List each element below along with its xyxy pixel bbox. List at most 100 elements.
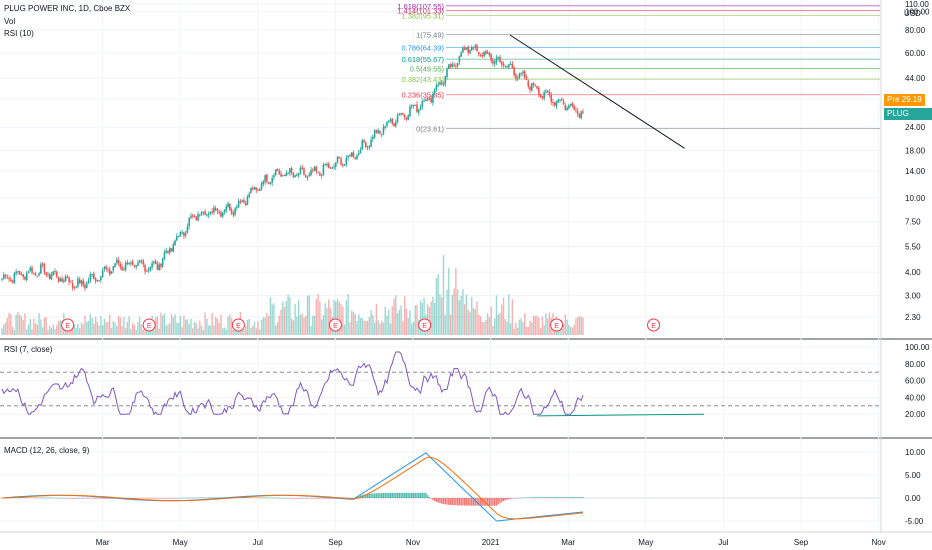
- rsi-tick-label: 100.00: [905, 343, 930, 352]
- macd-histogram-bar: [139, 498, 141, 499]
- volume-bar: [529, 320, 531, 335]
- candle-body: [257, 189, 259, 191]
- macd-histogram-bar: [400, 492, 402, 498]
- volume-bar: [377, 320, 379, 335]
- macd-histogram-bar: [497, 498, 499, 505]
- candle-body: [384, 126, 387, 128]
- volume-bar: [375, 303, 378, 335]
- price-tick-label: 4.00: [905, 268, 921, 277]
- trendline[interactable]: [509, 34, 685, 149]
- volume-bar: [269, 297, 272, 335]
- macd-histogram-bar: [444, 498, 446, 505]
- candle-body: [425, 99, 427, 101]
- candle-body: [463, 47, 466, 50]
- volume-bar: [131, 322, 134, 335]
- macd-histogram-bar: [536, 497, 538, 498]
- volume-bar: [571, 327, 574, 335]
- macd-histogram-bar: [384, 493, 386, 498]
- candle-body: [13, 273, 16, 283]
- volume-bar: [223, 327, 226, 335]
- candle-body: [569, 103, 572, 106]
- macd-histogram-bar: [388, 492, 390, 498]
- volume-bar: [386, 315, 388, 335]
- candle-body: [260, 183, 263, 189]
- candle-body: [269, 182, 272, 185]
- macd-histogram-bar: [204, 497, 206, 499]
- candle-body: [345, 157, 348, 165]
- rsi-pane: [0, 351, 880, 417]
- volume-bar: [448, 267, 450, 335]
- candle-body: [387, 120, 390, 122]
- candle-body: [170, 248, 173, 252]
- volume-bar: [57, 321, 60, 335]
- macd-histogram-bar: [63, 497, 65, 499]
- volume-bar: [225, 329, 227, 335]
- macd-histogram-bar: [186, 497, 189, 499]
- candle-body: [216, 209, 219, 212]
- volume-bar: [379, 323, 381, 335]
- candle-body: [453, 64, 455, 66]
- macd-histogram-bar: [211, 497, 213, 498]
- volume-bar: [84, 315, 86, 335]
- candle-body: [57, 276, 60, 282]
- candle-body: [160, 263, 162, 267]
- candle-body: [11, 280, 14, 283]
- volume-bar: [220, 314, 222, 335]
- volume-bar: [227, 316, 229, 335]
- signal-line: [1, 456, 584, 520]
- macd-histogram-bar: [184, 497, 187, 499]
- earnings-marker: [418, 318, 432, 332]
- volume-bar: [202, 329, 205, 335]
- candle-body: [221, 212, 224, 217]
- candle-body: [140, 260, 143, 262]
- volume-bar: [546, 318, 549, 335]
- volume-bar: [250, 327, 252, 335]
- macd-histogram-bar: [45, 497, 47, 499]
- macd-histogram-bar: [548, 497, 551, 498]
- candle-body: [41, 263, 44, 265]
- candle-body: [292, 173, 295, 178]
- macd-histogram-bar: [577, 497, 579, 498]
- candle-body: [566, 108, 568, 110]
- candle-body: [423, 100, 425, 102]
- volume-bar: [11, 326, 14, 335]
- candle-body: [347, 155, 349, 158]
- volume-bar: [359, 317, 362, 335]
- candle-body: [370, 139, 372, 147]
- candle-body: [472, 47, 475, 49]
- volume-bar: [347, 293, 349, 335]
- volume-bar: [290, 318, 293, 335]
- volume-bar: [218, 322, 220, 335]
- volume-bar: [17, 312, 19, 335]
- macd-histogram-bar: [460, 498, 462, 506]
- earnings-marker-label: E: [236, 323, 241, 330]
- macd-histogram-bar: [93, 498, 95, 499]
- candle-body: [523, 71, 526, 78]
- macd-histogram-bar: [197, 497, 199, 499]
- candle-body: [123, 269, 125, 271]
- candle-body: [310, 170, 312, 176]
- macd-histogram-bar: [395, 492, 397, 498]
- volume-bar: [183, 315, 185, 335]
- time-tick-label: Sep: [794, 538, 809, 547]
- macd-histogram-bar: [320, 498, 323, 499]
- macd-histogram-bar: [373, 493, 376, 498]
- candle-body: [167, 250, 169, 254]
- macd-histogram-bar: [582, 497, 584, 498]
- macd-histogram-bar: [202, 497, 205, 499]
- volume-bar: [522, 322, 524, 335]
- candle-body: [359, 149, 362, 153]
- macd-histogram-bar: [149, 498, 152, 499]
- candle-body: [161, 258, 164, 267]
- macd-histogram-bar: [220, 497, 222, 498]
- candle-body: [191, 215, 194, 217]
- candle-body: [112, 266, 115, 271]
- candle-body: [571, 103, 574, 107]
- volume-bar: [573, 324, 575, 335]
- candle-body: [322, 164, 325, 175]
- macd-histogram-bar: [167, 498, 169, 499]
- macd-histogram-bar: [66, 498, 69, 499]
- macd-histogram-bar: [481, 498, 484, 506]
